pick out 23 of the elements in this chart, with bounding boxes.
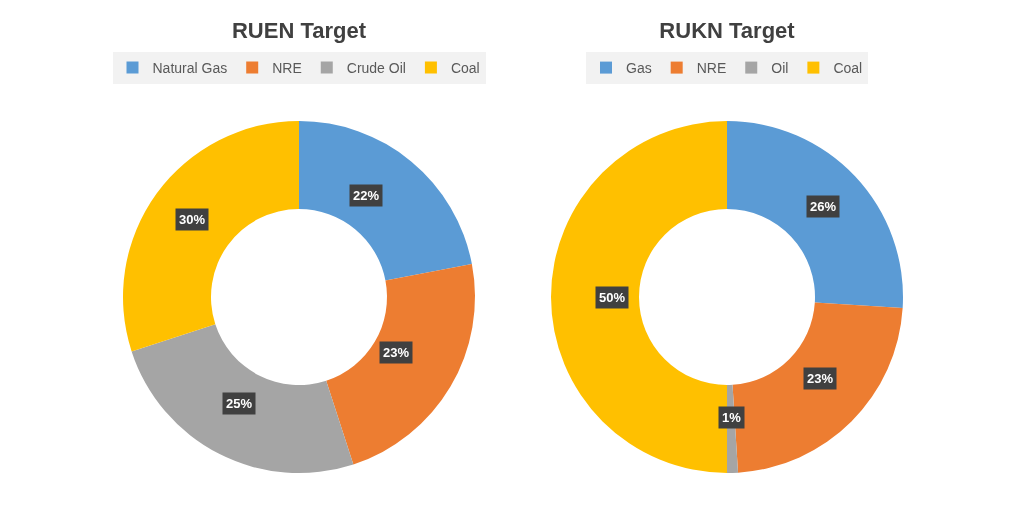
donut-slice xyxy=(123,121,299,352)
data-label: 1% xyxy=(722,410,742,425)
donut-slice xyxy=(326,264,475,465)
legend-label: Natural Gas xyxy=(152,60,228,77)
legend-label: Coal xyxy=(833,60,863,77)
legend-label: Oil xyxy=(771,60,789,77)
donut-slice xyxy=(131,324,354,473)
data-label: 50% xyxy=(599,290,626,305)
legend-label: NRE xyxy=(696,60,727,77)
donut-slice xyxy=(727,121,903,309)
chart-title: RUKN Target xyxy=(659,17,796,43)
chart-title: RUEN Target xyxy=(231,17,367,43)
data-label: 23% xyxy=(807,371,834,386)
donut-slice xyxy=(299,121,472,281)
data-label: 30% xyxy=(179,212,206,227)
legend-label: Crude Oil xyxy=(346,60,406,77)
legend-label: NRE xyxy=(272,60,302,77)
data-label: 22% xyxy=(353,188,380,203)
legend-label: Coal xyxy=(450,60,480,77)
data-label: 23% xyxy=(383,345,410,360)
legend-label: Gas xyxy=(626,60,652,77)
data-label: 25% xyxy=(226,396,253,411)
data-label: 26% xyxy=(810,199,837,214)
